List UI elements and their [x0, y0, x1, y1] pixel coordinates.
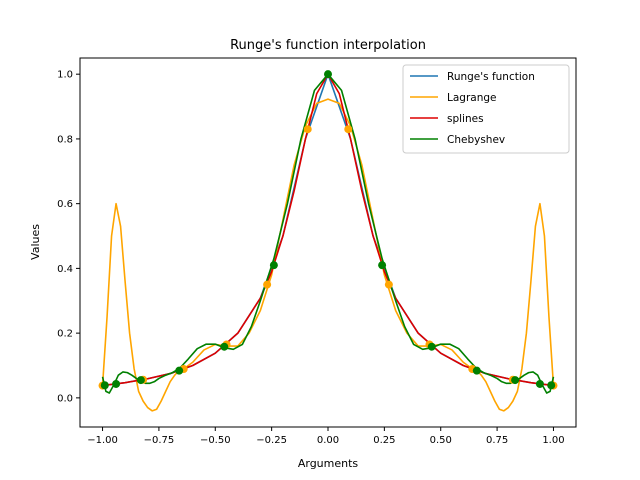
legend-label: Lagrange — [447, 92, 496, 104]
legend-label: Chebyshev — [447, 134, 505, 146]
y-tick-label: 0.6 — [57, 199, 73, 210]
data-point — [511, 376, 520, 385]
data-point — [269, 261, 278, 270]
chart-title: Runge's function interpolation — [230, 38, 426, 53]
data-point — [384, 280, 393, 289]
y-axis-label: Values — [29, 224, 42, 260]
data-point — [112, 379, 121, 388]
data-point — [344, 125, 353, 134]
series-line-lagrange — [101, 98, 555, 412]
axis-ticks: −1.00 −0.75 −0.50 −0.25 0.00 0.25 0.50 0.75 1.00… — [57, 70, 564, 446]
legend: Runge's function Lagrange splines Chebyshev — [402, 64, 570, 154]
x-tick-label: 1.00 — [542, 435, 564, 446]
y-tick-label: 0.2 — [57, 329, 73, 340]
data-point — [175, 366, 184, 375]
x-tick-label: 0.75 — [486, 435, 508, 446]
data-point — [220, 342, 229, 351]
x-tick-label: −0.50 — [200, 435, 231, 446]
data-point — [324, 70, 332, 79]
data-point — [136, 376, 145, 385]
x-tick-label: −0.75 — [144, 435, 175, 446]
y-tick-label: 1.0 — [57, 70, 73, 81]
y-tick-label: 0.0 — [57, 393, 73, 404]
data-point — [535, 379, 544, 388]
y-tick-label: 0.4 — [57, 264, 73, 275]
data-point — [303, 125, 312, 134]
data-point — [263, 280, 272, 289]
data-point — [378, 261, 387, 270]
data-point — [547, 381, 556, 390]
legend-box — [402, 64, 570, 154]
x-axis-label: Arguments — [298, 457, 359, 470]
plot-area — [98, 70, 558, 412]
legend-label: Runge's function — [447, 71, 535, 83]
x-tick-label: 0.00 — [317, 435, 339, 446]
data-point — [427, 342, 436, 351]
x-tick-label: −1.00 — [87, 435, 118, 446]
data-point — [100, 381, 109, 390]
data-point — [472, 366, 481, 375]
legend-label: splines — [447, 113, 484, 125]
y-tick-label: 0.8 — [57, 134, 73, 145]
x-tick-label: 0.25 — [373, 435, 395, 446]
x-tick-label: 0.50 — [430, 435, 452, 446]
x-tick-label: −0.25 — [256, 435, 287, 446]
plot-frame — [79, 57, 577, 428]
